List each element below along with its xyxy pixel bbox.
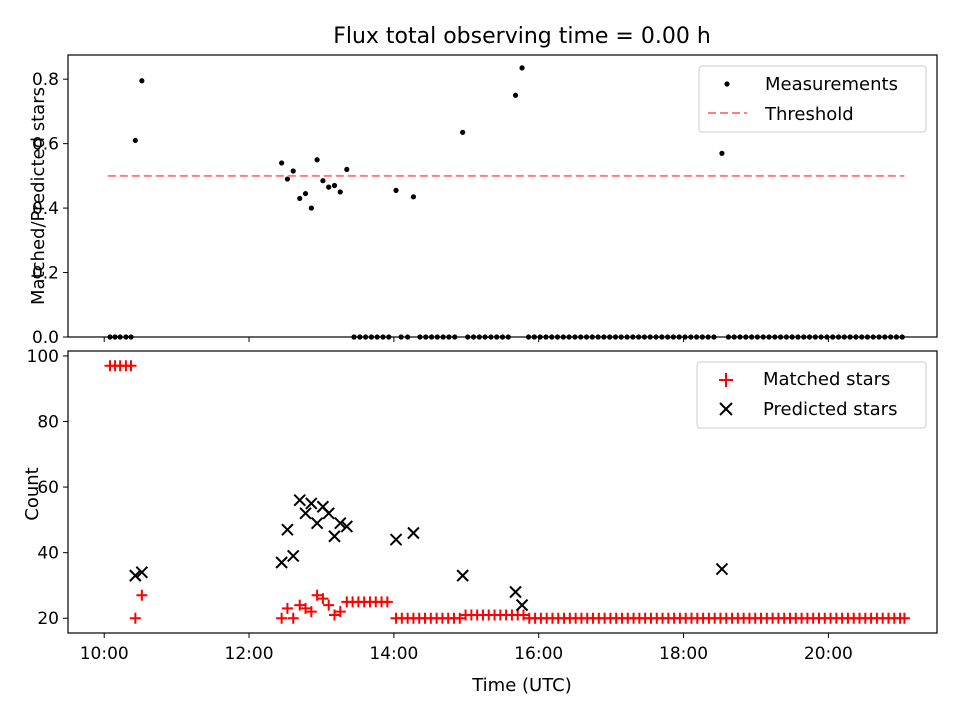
- matched-point: [129, 612, 141, 624]
- y-tick-label: 0.6: [32, 135, 59, 155]
- measurement-point: [519, 65, 525, 71]
- matched-point: [294, 599, 306, 611]
- count-plot-area: 20 40 60 80 100 10:00 12:00 14:00 16:00 18:00 20:0…: [27, 347, 938, 664]
- predicted-point: [407, 526, 420, 540]
- matched-point: [317, 593, 329, 605]
- measurement-point: [297, 195, 303, 202]
- x-tick-label: 20:00: [804, 644, 853, 664]
- matched-point: [323, 599, 335, 611]
- measurement-point: [460, 129, 466, 135]
- ratio-legend: Measurements Threshold: [698, 65, 927, 133]
- matched-point: [287, 612, 299, 624]
- predicted-point: [135, 566, 149, 579]
- measurement-point: [308, 205, 314, 211]
- measurement-point: [132, 137, 138, 144]
- x-tick-label: 12:00: [225, 644, 274, 664]
- legend-matched-label: Matched stars: [763, 369, 890, 390]
- predicted-point: [129, 569, 142, 582]
- matched-point: [125, 360, 137, 372]
- y-tick-label: 0.8: [32, 70, 59, 90]
- measurement-point: [302, 190, 309, 197]
- legend-threshold-label: Threshold: [764, 104, 854, 125]
- predicted-point: [515, 598, 529, 612]
- predicted-point: [281, 523, 294, 536]
- x-tick-label: 10:00: [80, 644, 129, 664]
- y-tick-label: 0.4: [32, 199, 59, 219]
- measurement-point: [512, 92, 519, 98]
- predicted-point: [328, 530, 341, 543]
- x-tick-label: 14:00: [369, 644, 418, 664]
- figure-title: Flux total observing time = 0.00 h: [333, 24, 711, 49]
- measurement-point: [410, 194, 417, 200]
- measurement-point: [719, 150, 725, 156]
- ratio-legend-frame: [698, 65, 927, 133]
- measurement-point: [331, 182, 338, 189]
- x-tick-label: 18:00: [659, 644, 708, 664]
- measurement-point: [393, 187, 399, 193]
- matched-point: [136, 589, 148, 601]
- matched-point: [328, 609, 340, 621]
- matched-point: [518, 609, 530, 621]
- y-tick-label: 60: [37, 478, 59, 498]
- measurement-point: [344, 166, 350, 173]
- y-tick-label: 100: [27, 347, 59, 367]
- axes-frame: [67, 350, 938, 634]
- matched-point: [898, 612, 910, 624]
- measurement-point: [290, 168, 296, 174]
- y-tick-label: 0.0: [32, 328, 59, 348]
- predicted-point: [334, 516, 347, 530]
- y-tick-label: 20: [37, 609, 59, 629]
- predicted-point: [287, 549, 300, 563]
- count-legend-frame: [696, 361, 927, 429]
- series-matched-stars: [104, 360, 910, 624]
- predicted-point: [389, 533, 403, 546]
- measurement-point: [337, 189, 343, 195]
- predicted-point: [509, 585, 522, 599]
- predicted-point: [310, 516, 324, 530]
- predicted-point: [305, 497, 318, 510]
- matched-point: [281, 602, 293, 614]
- matched-point: [454, 612, 466, 624]
- predicted-point: [275, 556, 288, 569]
- matched-point: [276, 612, 288, 624]
- y-tick-label: 80: [37, 413, 59, 433]
- count-panel: Count Time (UTC) 20 40 60 80 100 10:00 12:00 14…: [22, 347, 938, 696]
- predicted-point: [322, 507, 335, 520]
- legend-measurements-icon: [724, 81, 730, 87]
- legend-measurements-label: Measurements: [765, 74, 898, 95]
- predicted-point: [715, 562, 729, 576]
- y-tick-label: 0.2: [32, 264, 59, 284]
- predicted-point: [340, 520, 354, 533]
- matched-point: [334, 606, 346, 618]
- legend-predicted-label: Predicted stars: [763, 399, 897, 420]
- ratio-ylabel: Matched/Predicted stars: [28, 87, 49, 305]
- measurement-point: [320, 178, 326, 184]
- count-legend: Matched stars Predicted stars: [696, 361, 927, 429]
- matched-point: [381, 596, 393, 608]
- legend-matched-icon: [719, 373, 733, 387]
- ratio-panel: Matched/Predicted stars 0.00.20.40.60.8 …: [28, 54, 938, 348]
- count-ylabel: Count: [22, 467, 43, 520]
- measurement-point: [284, 176, 291, 182]
- measurement-point: [139, 78, 145, 84]
- matched-point: [311, 589, 323, 601]
- predicted-point: [293, 493, 306, 507]
- legend-predicted-icon: [719, 402, 733, 416]
- measurement-point: [326, 184, 332, 190]
- ratio-plot-area: 0.0 0.2 0.4 0.6 0.8: [32, 54, 938, 348]
- count-xlabel: Time (UTC): [471, 675, 572, 696]
- measurement-point: [314, 157, 320, 163]
- axes-frame: [67, 54, 938, 338]
- matched-point: [305, 606, 317, 618]
- y-tick-label: 40: [37, 544, 59, 564]
- matched-point: [300, 602, 312, 614]
- predicted-point: [299, 507, 312, 520]
- series-predicted-stars: [129, 493, 729, 612]
- x-tick-label: 16:00: [514, 644, 563, 664]
- measurement-point: [279, 160, 285, 166]
- predicted-point: [456, 569, 469, 582]
